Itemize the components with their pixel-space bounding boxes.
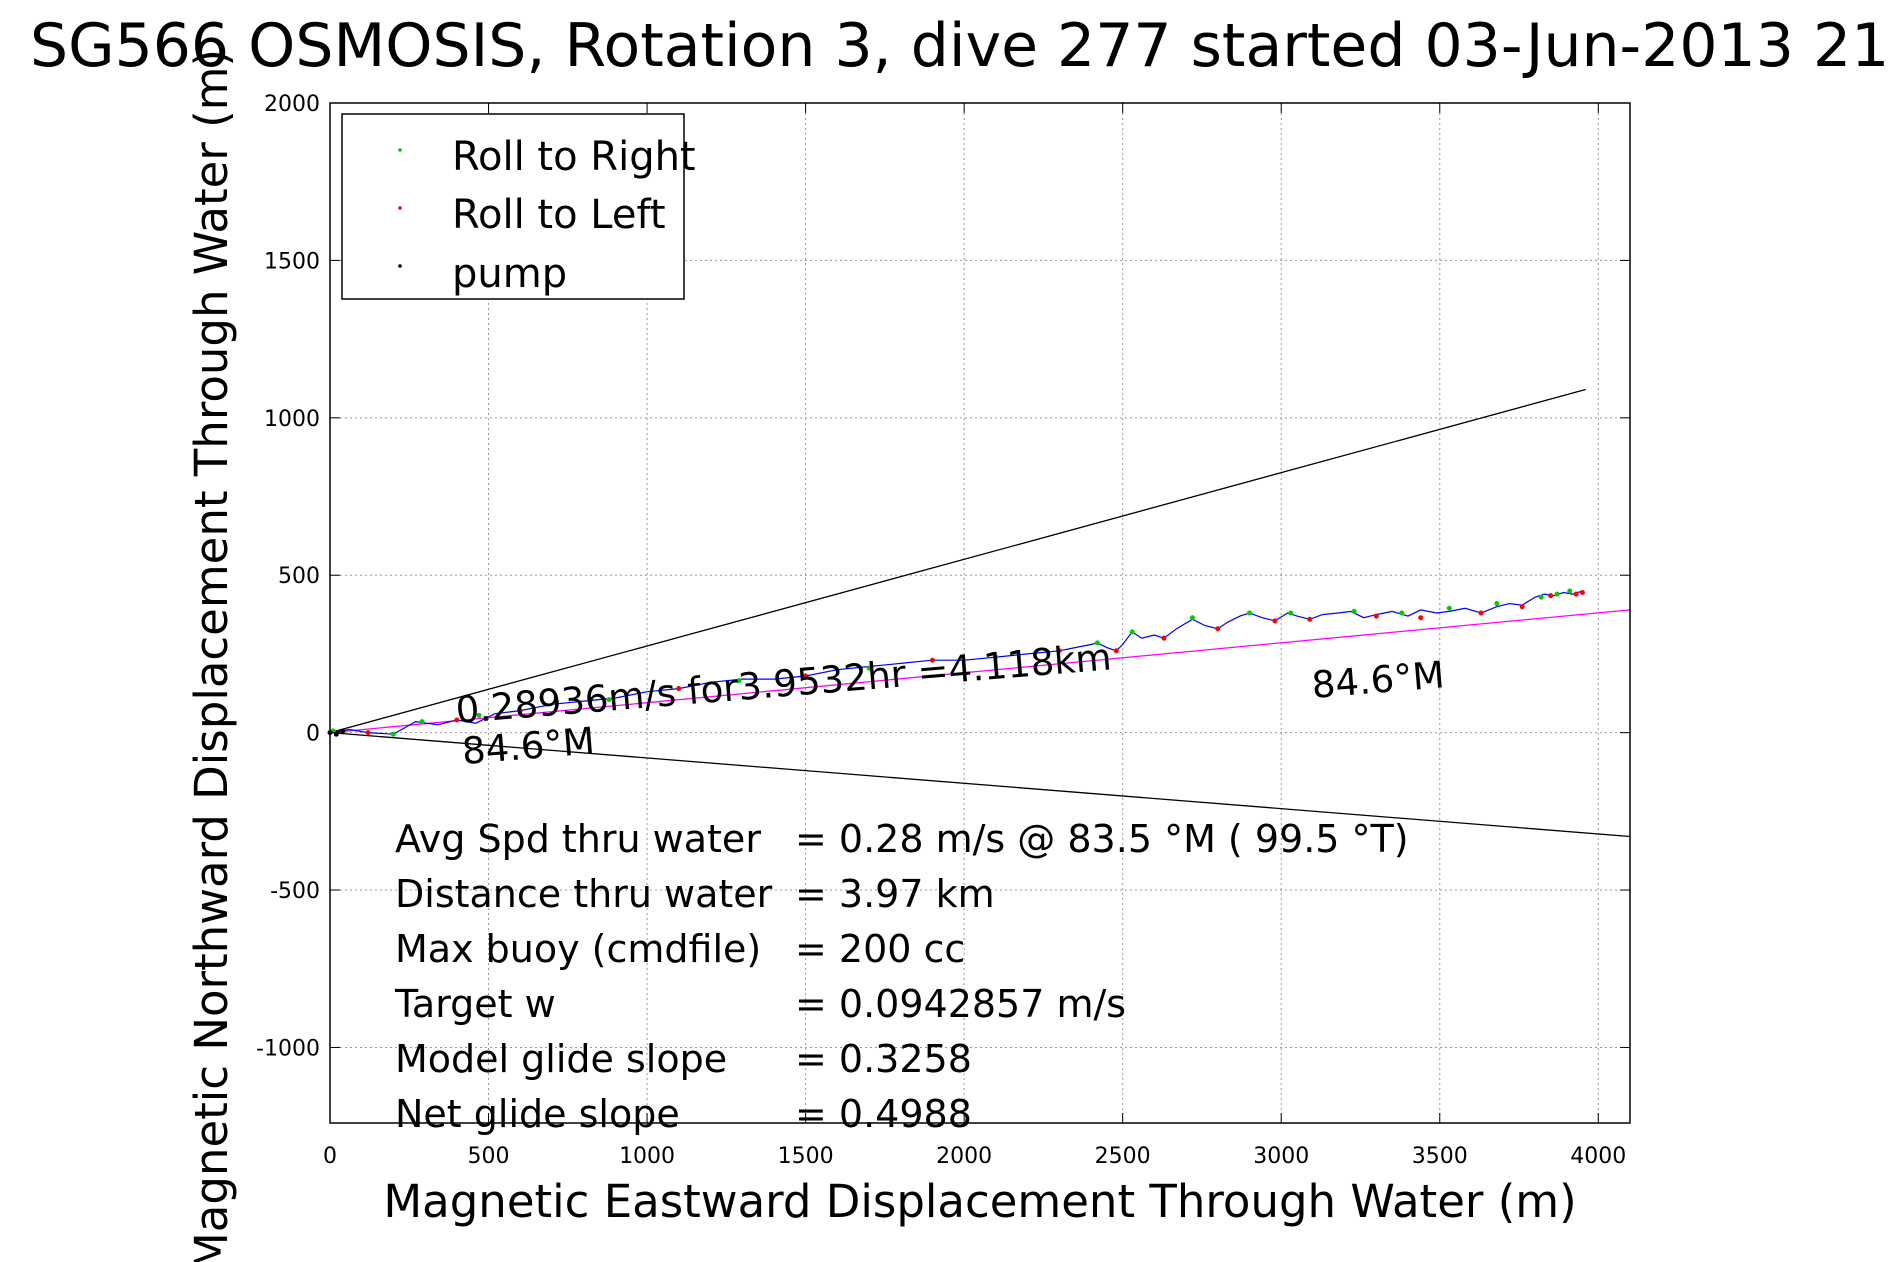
roll-right-point bbox=[1247, 610, 1253, 616]
roll-left-point bbox=[1161, 635, 1167, 641]
roll-right-point bbox=[1399, 610, 1405, 616]
roll-left-point bbox=[454, 717, 460, 723]
stat-value: = 0.28 m/s @ 83.5 °M ( 99.5 °T) bbox=[795, 817, 1409, 861]
stat-value: = 200 cc bbox=[795, 927, 965, 971]
dive-track bbox=[329, 590, 1583, 735]
roll-left-point bbox=[1548, 593, 1554, 599]
roll-left-point bbox=[1478, 610, 1484, 616]
legend: Roll to Right Roll to Left pump bbox=[341, 113, 696, 300]
y-tick-label: 1000 bbox=[264, 407, 320, 432]
plot-frame bbox=[329, 102, 1631, 1124]
reference-lines bbox=[329, 388, 1631, 838]
envelope-upper-line bbox=[329, 388, 1586, 734]
x-tick-label: 500 bbox=[468, 1144, 510, 1169]
y-tick-label: 0 bbox=[306, 722, 320, 747]
x-tick-label: 0 bbox=[323, 1144, 337, 1169]
roll-left-point bbox=[1272, 618, 1278, 624]
x-tick-label: 2500 bbox=[1095, 1144, 1151, 1169]
stat-label: Avg Spd thru water bbox=[395, 817, 761, 861]
roll-left-point bbox=[1373, 613, 1379, 619]
roll-left-point bbox=[365, 730, 371, 736]
roll-right-point bbox=[390, 731, 396, 737]
legend-marker-roll-right bbox=[398, 148, 402, 152]
y-tick-label: 500 bbox=[278, 564, 320, 589]
marker-points bbox=[327, 588, 1585, 737]
legend-marker-roll-left bbox=[398, 206, 402, 210]
roll-left-point bbox=[676, 686, 682, 692]
y-tick-label: -500 bbox=[270, 879, 320, 904]
y-tick-label: -1000 bbox=[256, 1036, 320, 1061]
roll-left-point bbox=[1519, 604, 1525, 610]
legend-label-roll-left: Roll to Left bbox=[452, 192, 666, 238]
roll-left-point bbox=[517, 708, 523, 714]
chart-title: SG566 OSMOSIS, Rotation 3, dive 277 star… bbox=[30, 11, 1891, 81]
y-axis-label: Magnetic Northward Displacement Through … bbox=[185, 49, 238, 1262]
roll-right-point bbox=[993, 654, 999, 660]
roll-right-point bbox=[866, 665, 872, 671]
x-tick-label: 1000 bbox=[619, 1144, 675, 1169]
roll-right-point bbox=[1446, 605, 1452, 611]
roll-left-point bbox=[1307, 616, 1313, 622]
roll-right-point bbox=[1538, 594, 1544, 600]
heading-line bbox=[329, 609, 1631, 734]
roll-right-point bbox=[1351, 608, 1357, 614]
roll-right-point bbox=[1554, 591, 1560, 597]
roll-right-point bbox=[1129, 629, 1135, 635]
stats-block: Avg Spd thru water = 0.28 m/s @ 83.5 °M (… bbox=[394, 817, 1409, 1136]
stat-value: = 0.0942857 m/s bbox=[795, 982, 1126, 1026]
track-line bbox=[329, 590, 1583, 735]
roll-left-point bbox=[1579, 590, 1585, 596]
x-axis-label: Magnetic Eastward Displacement Through W… bbox=[383, 1175, 1576, 1228]
pump-point bbox=[340, 728, 346, 734]
x-tick-label: 1500 bbox=[778, 1144, 834, 1169]
stat-value: = 0.4988 bbox=[795, 1092, 972, 1136]
roll-left-point bbox=[1215, 626, 1221, 632]
roll-left-point bbox=[1573, 591, 1579, 597]
stat-label: Model glide slope bbox=[395, 1037, 727, 1081]
roll-left-point bbox=[803, 673, 809, 679]
roll-right-point bbox=[606, 697, 612, 703]
roll-right-point bbox=[736, 678, 742, 684]
x-ticks: 0 500 1000 1500 2000 2500 3000 3500 4000 bbox=[323, 103, 1626, 1169]
y-tick-label: 1500 bbox=[264, 249, 320, 274]
roll-right-point bbox=[1189, 615, 1195, 621]
stat-value: = 3.97 km bbox=[795, 872, 995, 916]
stat-label: Max buoy (cmdfile) bbox=[395, 927, 761, 971]
roll-left-point bbox=[1113, 648, 1119, 654]
legend-label-pump: pump bbox=[452, 251, 567, 297]
stat-label: Distance thru water bbox=[395, 872, 773, 916]
envelope-lower-line bbox=[329, 731, 1631, 838]
stat-value: = 0.3258 bbox=[795, 1037, 972, 1081]
roll-left-point bbox=[1418, 615, 1424, 621]
roll-right-point bbox=[1567, 588, 1573, 594]
x-tick-label: 4000 bbox=[1570, 1144, 1626, 1169]
roll-right-point bbox=[1494, 601, 1500, 607]
x-tick-label: 3000 bbox=[1253, 1144, 1309, 1169]
legend-marker-pump bbox=[398, 264, 402, 268]
roll-left-point bbox=[1056, 648, 1062, 654]
stat-label: Target w bbox=[394, 982, 556, 1026]
y-ticks: 2000 1500 1000 500 0 -500 -1000 bbox=[256, 92, 1630, 1061]
roll-right-point bbox=[419, 719, 425, 725]
legend-box bbox=[341, 113, 685, 300]
x-tick-label: 2000 bbox=[936, 1144, 992, 1169]
legend-label-roll-right: Roll to Right bbox=[452, 134, 696, 180]
roll-right-point bbox=[1094, 640, 1100, 646]
roll-left-point bbox=[929, 657, 935, 663]
roll-right-point bbox=[476, 712, 482, 718]
y-tick-label: 2000 bbox=[264, 92, 320, 117]
stat-label: Net glide slope bbox=[395, 1092, 680, 1136]
x-tick-label: 3500 bbox=[1412, 1144, 1468, 1169]
roll-right-point bbox=[1288, 610, 1294, 616]
